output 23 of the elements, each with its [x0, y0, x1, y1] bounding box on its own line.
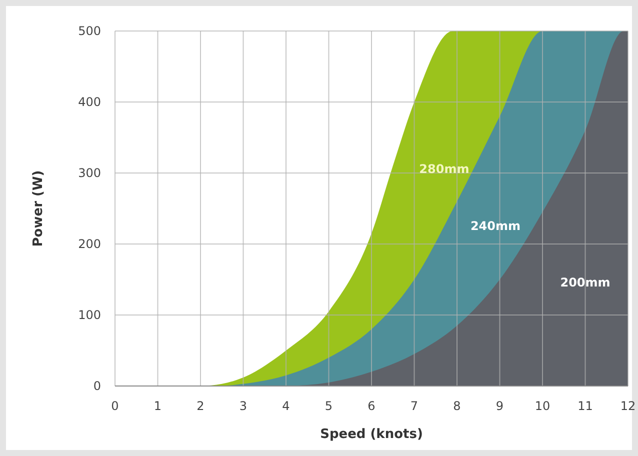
series-label: 200mm — [560, 276, 610, 290]
x-tick-label: 12 — [620, 399, 636, 413]
y-tick-label: 100 — [78, 308, 101, 322]
y-tick-label: 500 — [78, 24, 101, 38]
x-tick-label: 3 — [239, 399, 248, 413]
x-tick-label: 6 — [368, 399, 376, 413]
x-tick-label: 8 — [453, 399, 461, 413]
y-tick-label: 300 — [78, 166, 101, 180]
x-tick-label: 7 — [410, 399, 418, 413]
x-tick-label: 9 — [496, 399, 504, 413]
x-axis-title: Speed (knots) — [320, 427, 423, 442]
y-tick-label: 0 — [93, 379, 101, 393]
x-tick-label: 10 — [534, 399, 550, 413]
y-axis-title: Power (W) — [31, 170, 46, 247]
series-label: 240mm — [470, 218, 521, 233]
x-tick-label: 4 — [282, 399, 290, 413]
y-tick-label: 400 — [78, 95, 101, 109]
x-tick-label: 11 — [578, 399, 593, 413]
x-tick-label: 1 — [154, 399, 162, 413]
x-tick-label: 0 — [111, 399, 119, 413]
x-tick-label: 5 — [324, 399, 333, 413]
y-tick-label: 200 — [78, 237, 101, 251]
x-tick-label: 2 — [196, 399, 204, 413]
